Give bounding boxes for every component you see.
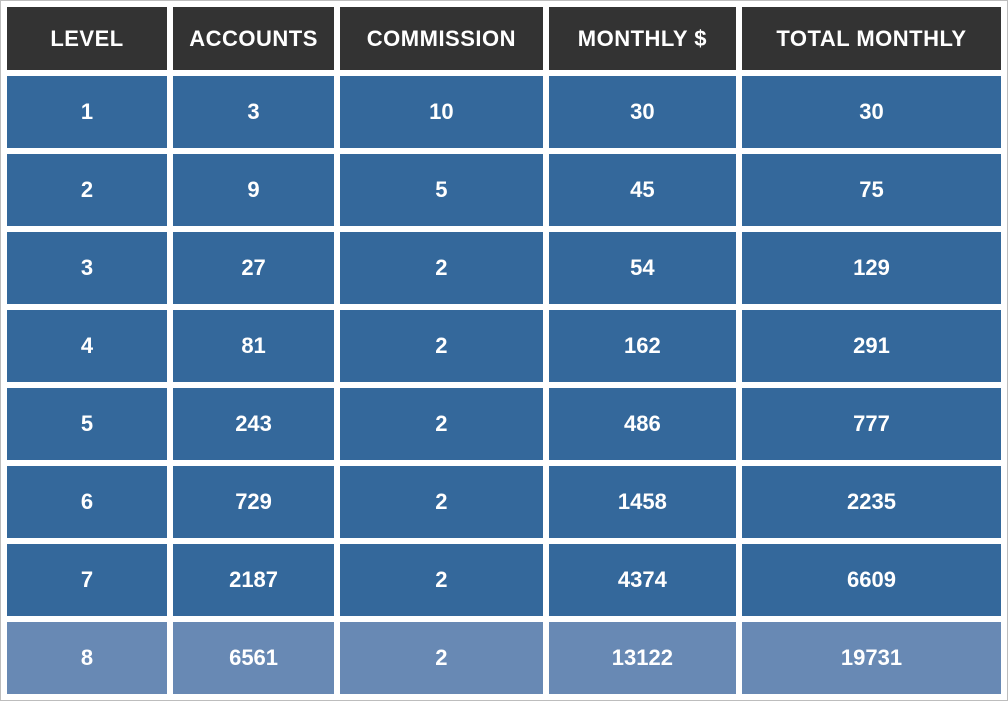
cell-accounts: 2187 <box>173 544 335 616</box>
cell-commission: 10 <box>340 76 543 148</box>
table-row: 1 3 10 30 30 <box>7 76 1001 148</box>
table-row: 3 27 2 54 129 <box>7 232 1001 304</box>
column-header-total-monthly: TOTAL MONTHLY <box>741 7 1001 70</box>
cell-commission: 2 <box>340 232 543 304</box>
cell-monthly: 54 <box>548 232 736 304</box>
column-header-monthly: MONTHLY $ <box>548 7 736 70</box>
cell-monthly: 30 <box>548 76 736 148</box>
cell-monthly: 13122 <box>548 622 736 694</box>
cell-monthly: 4374 <box>548 544 736 616</box>
table-row: 6 729 2 1458 2235 <box>7 466 1001 538</box>
table-row-highlighted: 8 6561 2 13122 19731 <box>7 622 1001 694</box>
cell-commission: 2 <box>340 544 543 616</box>
header-row: LEVEL ACCOUNTS COMMISSION MONTHLY $ TOTA… <box>7 7 1001 70</box>
cell-accounts: 81 <box>173 310 335 382</box>
cell-total-monthly: 19731 <box>741 622 1001 694</box>
column-header-level: LEVEL <box>7 7 168 70</box>
cell-commission: 2 <box>340 466 543 538</box>
table-row: 7 2187 2 4374 6609 <box>7 544 1001 616</box>
cell-level: 7 <box>7 544 168 616</box>
cell-total-monthly: 2235 <box>741 466 1001 538</box>
cell-total-monthly: 777 <box>741 388 1001 460</box>
cell-accounts: 6561 <box>173 622 335 694</box>
table-row: 2 9 5 45 75 <box>7 154 1001 226</box>
cell-accounts: 243 <box>173 388 335 460</box>
column-header-commission: COMMISSION <box>340 7 543 70</box>
cell-commission: 2 <box>340 388 543 460</box>
cell-monthly: 162 <box>548 310 736 382</box>
cell-level: 4 <box>7 310 168 382</box>
cell-commission: 5 <box>340 154 543 226</box>
cell-level: 1 <box>7 76 168 148</box>
cell-level: 6 <box>7 466 168 538</box>
cell-commission: 2 <box>340 622 543 694</box>
cell-total-monthly: 75 <box>741 154 1001 226</box>
cell-level: 3 <box>7 232 168 304</box>
cell-accounts: 729 <box>173 466 335 538</box>
cell-monthly: 1458 <box>548 466 736 538</box>
cell-total-monthly: 129 <box>741 232 1001 304</box>
cell-monthly: 45 <box>548 154 736 226</box>
cell-accounts: 9 <box>173 154 335 226</box>
cell-commission: 2 <box>340 310 543 382</box>
table-row: 5 243 2 486 777 <box>7 388 1001 460</box>
cell-accounts: 3 <box>173 76 335 148</box>
table-header: LEVEL ACCOUNTS COMMISSION MONTHLY $ TOTA… <box>7 7 1001 70</box>
table-row: 4 81 2 162 291 <box>7 310 1001 382</box>
cell-monthly: 486 <box>548 388 736 460</box>
cell-total-monthly: 291 <box>741 310 1001 382</box>
table-body: 1 3 10 30 30 2 9 5 45 75 3 27 2 54 129 <box>7 76 1001 694</box>
cell-level: 2 <box>7 154 168 226</box>
cell-level: 5 <box>7 388 168 460</box>
cell-level: 8 <box>7 622 168 694</box>
column-header-accounts: ACCOUNTS <box>173 7 335 70</box>
cell-total-monthly: 6609 <box>741 544 1001 616</box>
cell-accounts: 27 <box>173 232 335 304</box>
cell-total-monthly: 30 <box>741 76 1001 148</box>
